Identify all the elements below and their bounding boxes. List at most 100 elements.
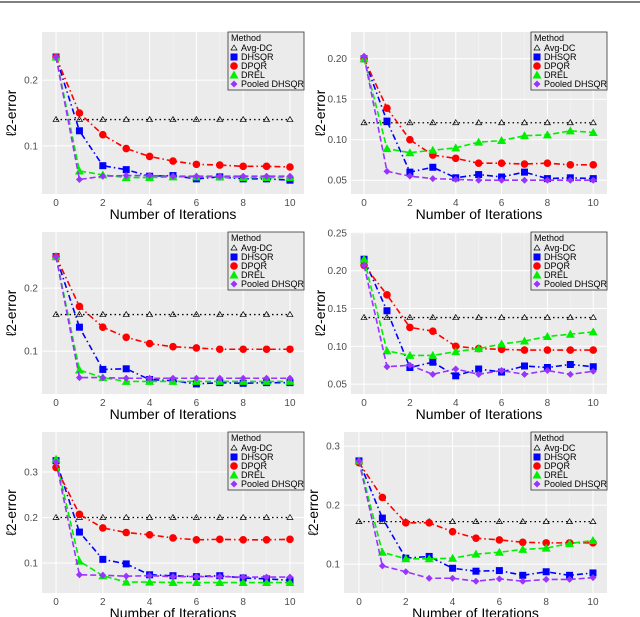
legend-marker [533,444,541,451]
y-tick-label: 0.20 [328,54,348,65]
data-point [406,168,414,176]
data-point [192,160,201,169]
data-point [215,345,224,354]
legend-label: Avg-DC [241,443,273,453]
data-point [52,115,60,122]
data-point [355,457,363,465]
legend-marker [230,62,238,70]
y-tick-label: 0.20 [328,266,348,277]
data-point [383,167,391,175]
legend-item: Avg-DC [230,243,273,253]
data-point [566,370,574,378]
data-point [169,310,177,317]
data-point [122,572,130,580]
legend-marker [533,44,541,51]
data-point [355,517,363,524]
data-point [475,176,483,184]
data-point [75,176,83,184]
data-point [122,172,130,180]
panel-bottom-left: 0 2 4 6 8 10 0.1 0.2 0.3 Number of Iterations ℓ2-e… [3,431,305,617]
panel-top-left: 0 2 4 6 8 10 0.1 0.2 Number of Iterations ℓ2-erro… [3,31,305,222]
legend-label: DREL [241,270,265,280]
x-axis-label: Number of Iterations [412,605,539,617]
series-dpqr [52,252,294,354]
x-tick-label: 4 [147,398,153,409]
y-tick-label: 0.25 [328,228,348,239]
data-point [402,568,410,576]
legend-item: DHSQR [230,452,274,462]
x-axis-label: Number of Iterations [110,206,237,222]
data-point [286,163,294,171]
data-point [566,176,574,184]
data-point [239,115,247,122]
data-point [429,327,437,335]
data-point [498,176,506,184]
data-point [262,345,271,354]
y-tick-label: 0.1 [326,560,340,571]
legend-marker [230,53,238,61]
y-tick-label: 0.1 [24,347,38,358]
legend-item: DPQR [230,461,268,471]
legend-item: Avg-DC [533,43,576,53]
legend-title: Method [231,433,261,443]
data-point [359,254,369,263]
data-point [497,313,506,320]
data-point [405,350,415,359]
data-point [543,176,551,184]
legend-label: Avg-DC [544,443,576,453]
x-tick-label: 4 [450,597,456,608]
x-tick-label: 6 [194,597,200,608]
data-point [383,307,391,315]
legend-label: Pooled DHSQR [544,79,608,89]
data-point [543,159,552,168]
data-point [216,374,224,382]
x-tick-label: 0 [356,597,362,608]
y-tick-label: 0.3 [326,442,340,453]
legend-label: Pooled DHSQR [544,279,608,289]
data-point [565,329,575,338]
legend-marker [532,470,542,479]
legend-label: Avg-DC [544,243,576,253]
series-pooled-dhsqr [355,457,597,585]
data-point [122,166,130,174]
legend-label: DHSQR [241,252,274,262]
data-point [451,143,461,152]
data-point [74,365,84,374]
data-point [169,172,177,180]
x-axis-label: Number of Iterations [416,406,543,422]
data-point [542,130,552,139]
legend-marker [533,462,541,470]
data-point [452,372,460,380]
legend-item: Pooled DHSQR [230,279,305,289]
data-point [169,115,177,122]
legend-label: Avg-DC [241,243,273,253]
legend-label: DPQR [241,61,268,71]
data-point [520,160,529,168]
data-point [589,367,597,375]
data-point [285,578,295,587]
data-point [519,517,527,524]
legend-box [530,31,608,91]
legend-marker [230,462,238,470]
data-point [192,172,200,180]
data-point [383,291,391,299]
panel-middle-left: 0 2 4 6 8 10 0.1 0.2 Number of Iterations ℓ2-erro… [3,231,305,422]
data-point [192,513,201,520]
data-point [448,527,457,536]
data-point [429,370,437,378]
legend-marker [230,44,238,51]
y-tick-label: 0.1 [24,141,38,152]
data-point [542,331,552,340]
data-point [424,554,434,563]
series-pooled-dhsqr [360,261,597,378]
data-point [99,365,107,373]
data-point [406,313,414,320]
data-point [406,361,414,369]
data-point [519,577,527,585]
series-dpqr [52,463,294,544]
data-point [286,310,294,317]
data-point [543,346,552,354]
data-point [429,175,437,183]
legend-box [227,431,305,491]
data-point [383,313,391,320]
